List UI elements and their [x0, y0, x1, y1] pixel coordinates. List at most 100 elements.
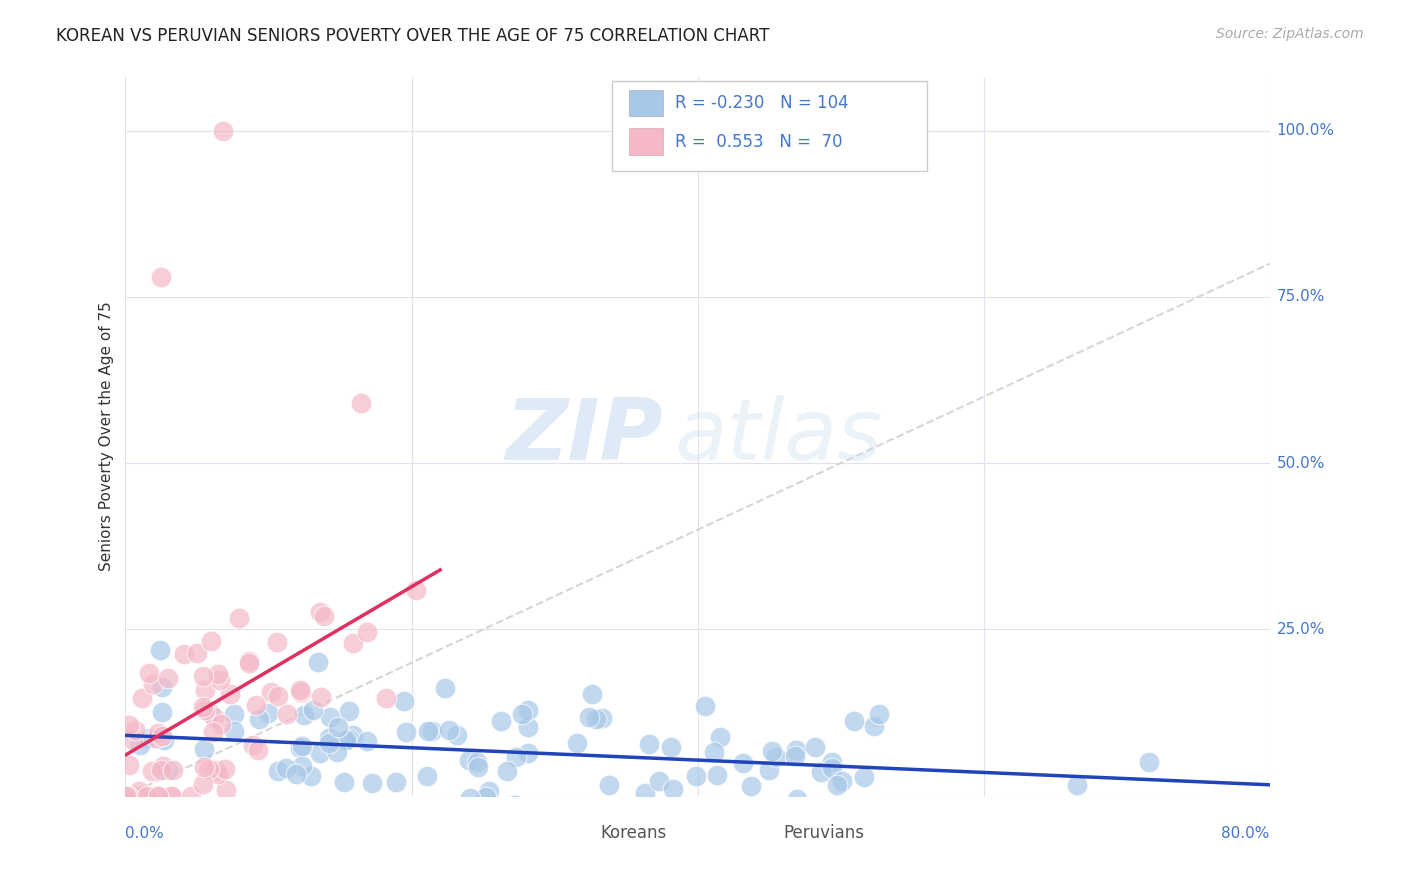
Point: [314, 609, 336, 624]
Point: [238, 656, 260, 670]
Point: [308, 605, 330, 619]
Point: [276, 706, 298, 721]
Point: [360, 775, 382, 789]
Point: [211, 123, 233, 137]
Point: [593, 802, 616, 816]
Point: [159, 802, 181, 816]
Point: [209, 717, 232, 731]
Point: [285, 766, 308, 780]
Point: [245, 698, 267, 712]
Point: [267, 764, 290, 778]
FancyBboxPatch shape: [628, 89, 664, 116]
Point: [157, 763, 180, 777]
Point: [308, 746, 330, 760]
Point: [808, 802, 831, 816]
Point: [831, 774, 853, 789]
Point: [585, 712, 607, 726]
Point: [318, 731, 340, 746]
Point: [131, 691, 153, 706]
Point: [356, 734, 378, 748]
Text: 75.0%: 75.0%: [1277, 289, 1324, 304]
Point: [1137, 755, 1160, 769]
Point: [247, 712, 270, 726]
Text: KOREAN VS PERUVIAN SENIORS POVERTY OVER THE AGE OF 75 CORRELATION CHART: KOREAN VS PERUVIAN SENIORS POVERTY OVER …: [56, 27, 769, 45]
Point: [191, 669, 214, 683]
Point: [842, 714, 865, 729]
FancyBboxPatch shape: [554, 824, 591, 844]
Point: [150, 270, 173, 285]
Point: [785, 748, 807, 763]
Point: [325, 745, 347, 759]
Point: [326, 720, 349, 734]
Point: [339, 704, 361, 718]
Point: [309, 690, 332, 705]
Text: 0.0%: 0.0%: [125, 826, 165, 841]
Point: [437, 723, 460, 738]
Point: [405, 583, 427, 598]
Point: [193, 760, 215, 774]
Point: [191, 700, 214, 714]
Point: [458, 752, 481, 766]
Point: [768, 801, 790, 815]
Point: [475, 790, 498, 805]
Point: [332, 775, 354, 789]
FancyBboxPatch shape: [738, 824, 775, 844]
Point: [207, 667, 229, 681]
Point: [880, 800, 903, 814]
Point: [740, 779, 762, 793]
Point: [152, 759, 174, 773]
Point: [516, 703, 538, 717]
Point: [150, 729, 173, 743]
FancyBboxPatch shape: [628, 128, 664, 155]
Point: [288, 682, 311, 697]
Point: [148, 726, 170, 740]
Point: [307, 655, 329, 669]
Point: [853, 771, 876, 785]
Point: [302, 703, 325, 717]
Point: [458, 790, 481, 805]
Point: [159, 789, 181, 803]
Point: [693, 699, 716, 714]
Point: [422, 724, 444, 739]
Point: [194, 703, 217, 717]
Point: [202, 710, 225, 724]
Point: [218, 687, 240, 701]
Point: [335, 733, 357, 747]
Point: [821, 755, 844, 769]
Point: [598, 778, 620, 792]
Point: [197, 762, 219, 776]
Point: [200, 634, 222, 648]
Point: [222, 724, 245, 739]
Point: [395, 724, 418, 739]
Point: [785, 743, 807, 757]
Point: [238, 654, 260, 668]
Point: [193, 683, 215, 698]
Point: [146, 789, 169, 803]
Point: [350, 396, 373, 410]
Point: [710, 802, 733, 816]
Point: [581, 688, 603, 702]
Point: [433, 681, 456, 695]
Point: [214, 763, 236, 777]
Point: [416, 723, 439, 738]
Text: R = -0.230   N = 104: R = -0.230 N = 104: [675, 94, 848, 112]
Point: [247, 743, 270, 757]
Point: [157, 671, 180, 685]
Point: [340, 802, 363, 816]
Point: [145, 731, 167, 745]
Point: [634, 786, 657, 800]
Point: [565, 736, 588, 750]
Point: [260, 685, 283, 699]
Point: [825, 778, 848, 792]
Point: [517, 720, 540, 734]
Point: [319, 710, 342, 724]
Point: [148, 789, 170, 803]
Point: [124, 723, 146, 737]
Text: 25.0%: 25.0%: [1277, 622, 1324, 637]
Point: [150, 764, 173, 778]
Point: [467, 759, 489, 773]
Point: [810, 765, 832, 780]
Point: [465, 756, 488, 770]
Point: [648, 773, 671, 788]
Point: [125, 789, 148, 803]
